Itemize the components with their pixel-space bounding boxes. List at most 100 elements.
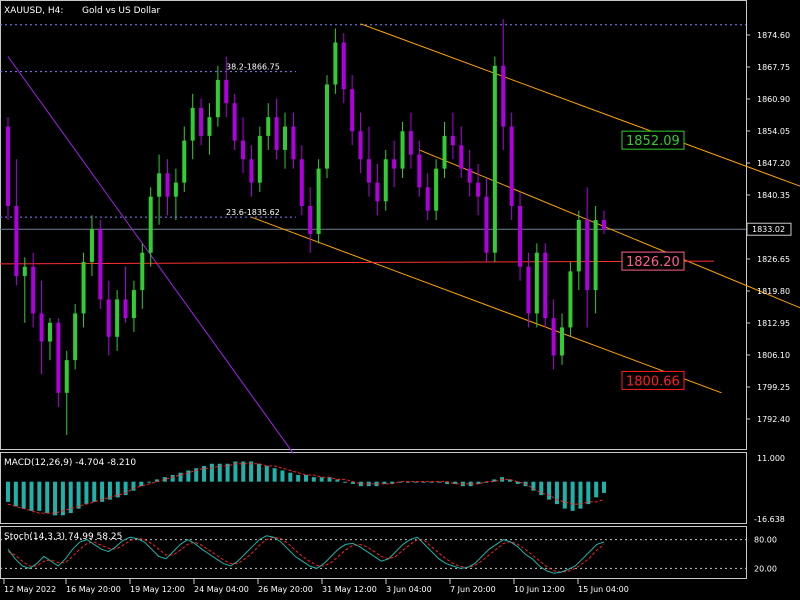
- macd-histogram-bar: [139, 481, 144, 487]
- candle-body: [232, 103, 237, 141]
- candles: [6, 19, 606, 435]
- time-tick-label: 19 May 12:00: [130, 585, 185, 594]
- macd-axis-bottom: -16.638: [754, 515, 785, 524]
- price-tick-label: 1874.60: [757, 31, 790, 40]
- macd-histogram-bar: [280, 470, 285, 482]
- macd-histogram-bar: [570, 481, 575, 511]
- macd-histogram-bar: [45, 481, 50, 514]
- macd-histogram-bar: [131, 481, 136, 491]
- macd-histogram-bar: [413, 481, 418, 483]
- candle-body: [123, 299, 128, 319]
- stoch-axis-20: 20.00: [754, 564, 777, 573]
- candle-body: [366, 159, 371, 183]
- candle-body: [526, 266, 531, 314]
- candle-body: [358, 131, 363, 160]
- price-tick-label: 1854.05: [757, 127, 790, 136]
- macd-histogram-bar: [327, 477, 332, 482]
- macd-histogram-bar: [288, 472, 293, 482]
- price-tick-label: 1860.90: [757, 95, 790, 104]
- stoch-main-line: [7, 535, 605, 574]
- macd-histogram-bar: [60, 481, 65, 516]
- macd-histogram-bar: [343, 481, 348, 483]
- candle-body: [442, 135, 447, 169]
- candle-body: [266, 117, 271, 136]
- stoch-series: [0, 535, 746, 574]
- macd-histogram-bar: [155, 479, 159, 482]
- candle-body: [173, 182, 178, 197]
- macd-histogram-bar: [390, 481, 395, 484]
- candle-body: [224, 79, 229, 104]
- price-tags: 1833.02 1852.09 1826.20 1800.66: [621, 130, 792, 390]
- fib-level-label: 38.2-1866.75: [226, 63, 280, 72]
- macd-histogram-bar: [398, 481, 403, 483]
- macd-histogram-bar: [123, 481, 128, 496]
- candle-body: [148, 196, 153, 253]
- price-tick-label: 1867.75: [757, 63, 790, 72]
- macd-histogram-bar: [578, 481, 583, 509]
- stoch-axis-80: 80.00: [754, 536, 777, 545]
- candle-body: [291, 126, 296, 160]
- price-tag-label: 1826.20: [626, 255, 680, 270]
- macd-histogram-bar: [256, 463, 261, 482]
- candle-body: [308, 205, 313, 235]
- time-tick-label: 3 Jun 04:00: [386, 585, 432, 594]
- macd-signal-line: [7, 463, 605, 514]
- macd-histogram-bar: [515, 481, 520, 484]
- macd-histogram-bar: [107, 481, 112, 500]
- macd-histogram-bar: [358, 481, 363, 487]
- candle-body: [333, 42, 338, 85]
- macd-histogram-bar: [21, 481, 26, 509]
- macd-histogram-bar: [319, 477, 324, 482]
- candle-body: [64, 360, 69, 393]
- candle-body: [157, 173, 162, 197]
- macd-histogram-bar: [492, 479, 497, 482]
- macd-histogram-bar: [594, 481, 599, 498]
- price-tag-label: 1852.09: [626, 134, 680, 149]
- candle-body: [215, 79, 220, 118]
- candle-body: [182, 140, 187, 183]
- macd-histogram-bar: [554, 481, 559, 505]
- candle-body: [534, 252, 539, 314]
- candle-body: [106, 299, 111, 337]
- candle-body: [98, 229, 103, 300]
- time-tick-label: 7 Jun 20:00: [450, 585, 496, 594]
- candle-body: [476, 182, 481, 197]
- candle-body: [408, 131, 413, 155]
- macd-histogram-bar: [100, 481, 105, 502]
- macd-histogram-bar: [186, 470, 191, 482]
- candle-body: [140, 252, 145, 291]
- time-tick-label: 24 May 04:00: [194, 585, 249, 594]
- price-tick-label: 1819.80: [757, 287, 790, 296]
- candle-body: [73, 313, 78, 361]
- candle-body: [568, 271, 573, 328]
- time-tick-label: 15 Jun 04:00: [578, 585, 629, 594]
- candle-body: [241, 140, 246, 160]
- macd-histogram-bar: [37, 481, 42, 511]
- macd-axis-top: 11.000: [757, 454, 785, 463]
- candle-body: [299, 159, 304, 206]
- macd-histogram-bar: [162, 477, 167, 482]
- channel-line: [360, 23, 800, 187]
- candle-body: [115, 299, 120, 337]
- candle-body: [6, 126, 10, 206]
- macd-histogram-bar: [602, 481, 606, 493]
- candle-body: [324, 84, 329, 169]
- price-axis: 1874.60 1867.75 1860.90 1854.05 1847.20 1840.…: [746, 31, 790, 573]
- macd-histogram-bar: [115, 481, 120, 498]
- macd-histogram-bar: [6, 481, 10, 502]
- candle-body: [467, 168, 472, 183]
- candle-body: [392, 159, 397, 169]
- time-tick-label: 26 May 20:00: [258, 585, 313, 594]
- macd-histogram-bar: [170, 474, 175, 482]
- price-tag-box: [621, 130, 685, 150]
- candle-body: [39, 313, 44, 342]
- price-tick-label: 1792.40: [757, 415, 790, 424]
- candle-body: [383, 159, 388, 202]
- candle-body: [274, 117, 279, 150]
- macd-histogram-bar: [92, 481, 97, 502]
- macd-histogram-bar: [84, 481, 89, 505]
- macd-histogram-bar: [507, 479, 512, 482]
- macd-histogram-bar: [147, 481, 152, 483]
- candle-body: [31, 266, 36, 314]
- stoch-panel: [0, 526, 747, 579]
